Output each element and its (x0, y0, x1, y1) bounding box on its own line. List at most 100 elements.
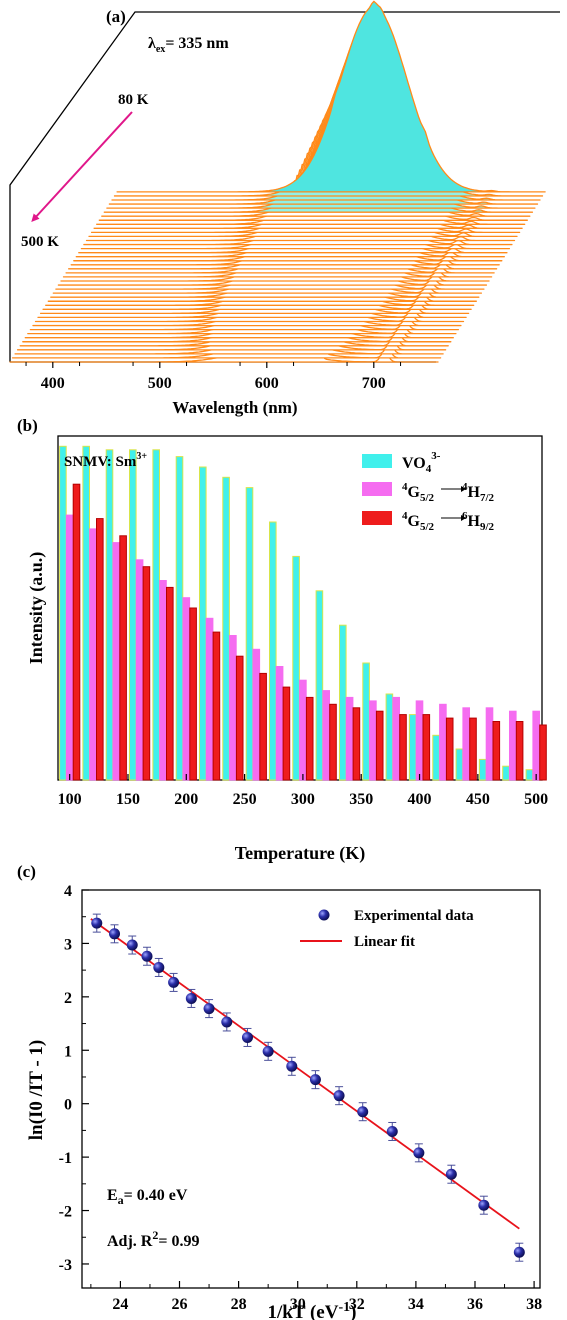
x-tick-label: 38 (526, 1296, 542, 1313)
bar-6h92 (539, 724, 547, 781)
bar-6h92 (142, 566, 151, 781)
x-tick-label: 200 (174, 791, 198, 808)
data-point (445, 1168, 457, 1180)
x-tick-label: 400 (41, 375, 65, 392)
x-tick-label: 700 (362, 375, 386, 392)
bar-vo4 (59, 445, 67, 781)
bar-6h92 (119, 535, 127, 781)
bar-6h92 (96, 518, 104, 781)
bar-4h72 (415, 700, 424, 781)
data-point (413, 1147, 425, 1159)
bar-4h72 (299, 679, 307, 781)
y-tick-label: 2 (64, 990, 72, 1007)
bar-vo4 (222, 476, 230, 781)
bar-vo4 (432, 734, 440, 781)
legend-label-points: Experimental data (354, 908, 474, 924)
panel-c-legend: Experimental data Linear fit (300, 908, 474, 950)
bar-4h72 (532, 710, 541, 781)
y-tick-label: -3 (59, 1257, 72, 1274)
panel-a-x-axis-title: Wavelength (nm) (172, 398, 297, 417)
bar-vo4 (385, 693, 394, 781)
data-point (478, 1199, 490, 1211)
bar-6h92 (305, 696, 314, 781)
x-tick-label: 24 (112, 1296, 128, 1313)
bar-6h92 (469, 717, 477, 781)
bar-vo4 (455, 748, 464, 781)
x-tick-label: 36 (467, 1296, 483, 1313)
data-point (241, 1031, 253, 1043)
spectra-traces (9, 0, 546, 363)
legend-arrowhead-4h72 (461, 486, 466, 492)
r-squared-label: Adj. R2= 0.99 (107, 1228, 199, 1250)
x-tick-label: 150 (116, 791, 140, 808)
x-tick-label: 350 (349, 791, 373, 808)
bar-vo4 (292, 555, 300, 781)
bar-6h92 (166, 586, 174, 781)
x-tick-label: 400 (408, 791, 432, 808)
y-tick-label: -1 (59, 1150, 72, 1167)
x-tick-label: 100 (58, 791, 82, 808)
y-tick-label: 3 (64, 936, 72, 953)
bar-4h72 (89, 528, 97, 781)
x-tick-label: 450 (466, 791, 490, 808)
x-tick-label: 34 (408, 1296, 424, 1313)
data-point (513, 1246, 525, 1258)
x-tick-label: 30 (290, 1296, 306, 1313)
panel-c-label: (c) (17, 862, 36, 881)
data-point (168, 976, 180, 988)
bar-vo4 (129, 449, 137, 781)
x-tick-label: 600 (255, 375, 279, 392)
bar-vo4 (362, 662, 370, 781)
panel-a-frame (9, 11, 560, 362)
bar-6h92 (375, 710, 384, 781)
bar-6h92 (329, 703, 337, 781)
legend-label-line: Linear fit (354, 934, 415, 950)
bar-4h72 (112, 542, 121, 781)
panel-b-x-axis-title: Temperature (K) (235, 843, 365, 864)
data-point (109, 928, 121, 940)
data-points (91, 913, 525, 1262)
bar-4h72 (509, 710, 517, 781)
data-point (262, 1045, 274, 1057)
temperature-arrow (31, 111, 133, 222)
data-point (221, 1016, 233, 1028)
x-tick-label: 26 (172, 1296, 188, 1313)
bar-6h92 (189, 607, 197, 781)
bar-vo4 (105, 449, 114, 781)
data-point (153, 961, 165, 973)
x-tick-label: 250 (233, 791, 257, 808)
y-tick-label: 4 (64, 883, 72, 900)
bar-6h92 (515, 721, 524, 781)
legend-swatch-4h72 (362, 482, 392, 496)
y-tick-label: 0 (64, 1097, 72, 1114)
bar-4h72 (252, 648, 261, 781)
data-point (309, 1074, 321, 1086)
temp-end-label: 500 K (21, 234, 59, 250)
bar-vo4 (199, 466, 207, 781)
bar-4h72 (135, 559, 144, 781)
bar-vo4 (315, 590, 324, 781)
legend-arrowhead-6h92 (461, 515, 466, 521)
bar-4h72 (275, 666, 284, 781)
x-tick-label: 300 (291, 791, 315, 808)
x-tick-label: 32 (349, 1296, 365, 1313)
data-point (286, 1060, 298, 1072)
bar-vo4 (408, 714, 417, 781)
legend-label-vo4: VO43- (402, 450, 441, 475)
bar-4h72 (229, 635, 237, 781)
bar-4h72 (182, 597, 191, 781)
x-tick-label: 500 (524, 791, 548, 808)
panel-a: (a) 400 500 600 700 Wavelength (nm) λex= 33… (9, 0, 560, 417)
y-tick-label: 1 (64, 1043, 72, 1060)
bars (59, 445, 547, 781)
bar-4h72 (439, 703, 447, 781)
panel-c-plot-frame (81, 889, 541, 1289)
bar-6h92 (492, 721, 501, 781)
data-point (333, 1090, 345, 1102)
data-point (91, 917, 103, 929)
bar-4h72 (462, 707, 470, 781)
bar-6h92 (282, 686, 291, 781)
